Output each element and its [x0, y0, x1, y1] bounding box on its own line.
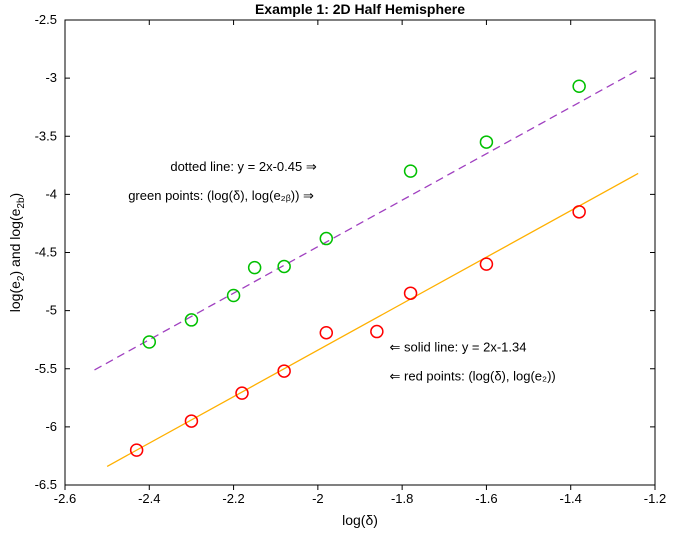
chart-title: Example 1: 2D Half Hemisphere	[255, 1, 465, 17]
y-tick-label: -5	[45, 303, 57, 318]
y-axis-label: log(e2) and log(e2b)	[7, 193, 27, 312]
x-axis-label: log(δ)	[342, 512, 378, 528]
y-tick-label: -6	[45, 419, 57, 434]
x-tick-label: -2.6	[54, 491, 76, 506]
y-tick-label: -2.5	[35, 12, 57, 27]
x-tick-label: -1.2	[644, 491, 666, 506]
y-tick-label: -5.5	[35, 361, 57, 376]
x-tick-label: -1.4	[560, 491, 582, 506]
y-tick-label: -4	[45, 186, 57, 201]
y-tick-label: -4.5	[35, 245, 57, 260]
y-tick-label: -6.5	[35, 477, 57, 492]
x-tick-label: -1.8	[391, 491, 413, 506]
annotation-green_label: green points: (log(δ), log(e₂ᵦ)) ⇒	[128, 188, 314, 203]
plot-box	[65, 20, 655, 485]
x-tick-label: -1.6	[475, 491, 497, 506]
x-tick-label: -2.2	[222, 491, 244, 506]
x-tick-label: -2	[312, 491, 324, 506]
annotation-dotted_label: dotted line: y = 2x-0.45 ⇒	[170, 159, 317, 174]
svg-text:log(e2) and log(e2b): log(e2) and log(e2b)	[7, 193, 27, 312]
y-tick-label: -3.5	[35, 128, 57, 143]
annotation-red_label: ⇐ red points: (log(δ), log(e₂))	[390, 368, 556, 383]
annotation-solid_label: ⇐ solid line: y = 2x-1.34	[390, 339, 527, 354]
chart-svg: -2.6 -2.4 -2.2 -2 -1.8 -1.6 -1.4 -1.2 -6.5 -6 -5.5…	[0, 0, 685, 543]
y-tick-label: -3	[45, 70, 57, 85]
chart-container: -2.6 -2.4 -2.2 -2 -1.8 -1.6 -1.4 -1.2 -6.5 -6 -5.5…	[0, 0, 685, 543]
x-tick-label: -2.4	[138, 491, 160, 506]
